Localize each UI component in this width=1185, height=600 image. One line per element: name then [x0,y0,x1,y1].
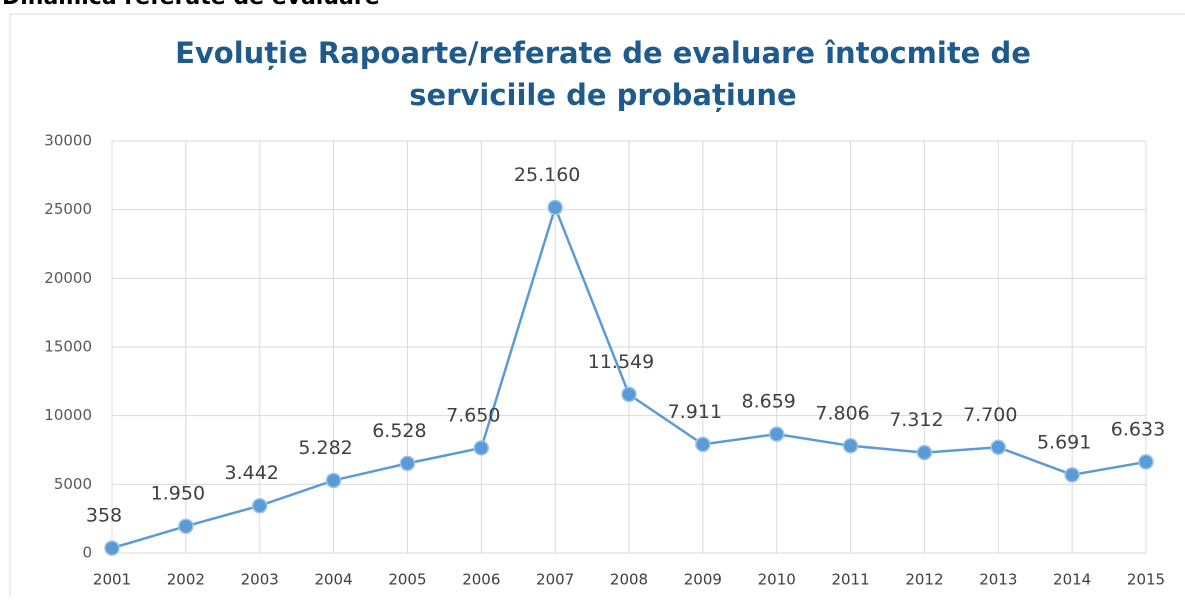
y-tick-label: 5000 [54,475,92,493]
x-tick-label: 2003 [241,571,279,589]
data-point [473,440,490,456]
data-point [251,497,268,514]
x-tick-label: 2010 [758,571,796,589]
data-point [768,426,785,442]
x-tick-label: 2015 [1127,571,1165,589]
x-tick-label: 2005 [388,571,426,589]
y-tick-label: 25000 [44,200,92,218]
data-point [547,199,563,216]
data-point [1064,467,1080,483]
x-tick-label: 2004 [314,571,352,589]
data-point [325,472,342,489]
data-label: 6.528 [372,420,426,442]
y-tick-label: 0 [82,544,92,562]
x-tick-label: 2002 [167,571,205,589]
data-label: 5.691 [1037,431,1091,453]
data-label: 5.282 [298,437,352,459]
data-label: 7.806 [815,402,869,424]
x-tick-label: 2001 [93,571,131,589]
chart-frame [9,13,1185,600]
data-label: 358 [86,505,122,527]
x-tick-label: 2006 [462,571,500,589]
x-tick-label: 2007 [536,571,574,589]
data-label: 7.312 [889,409,943,431]
page-heading: Dinamica referate de evaluare [2,0,380,10]
data-label: 25.160 [514,164,580,186]
data-point [1138,454,1154,470]
chart-title: serviciile de probațiune [409,78,796,112]
data-label: 8.659 [742,391,796,413]
data-point [695,436,711,453]
data-label: 1.950 [151,483,205,505]
x-tick-label: 2009 [684,571,722,589]
y-tick-label: 20000 [44,269,92,287]
x-tick-label: 2012 [905,571,943,589]
data-point [399,455,416,472]
x-tick-label: 2008 [610,571,648,589]
x-tick-label: 2014 [1053,571,1091,589]
x-tick-label: 2013 [979,571,1017,589]
data-label: 7.911 [668,401,722,423]
data-point [990,439,1007,456]
data-point [178,518,194,534]
chart-title: Evoluție Rapoarte/referate de evaluare î… [175,36,1031,70]
x-tick-label: 2011 [831,571,869,589]
y-tick-label: 10000 [44,406,92,424]
data-point [916,444,933,461]
data-label: 7.700 [963,404,1017,426]
data-point [842,438,859,454]
data-label: 11.549 [588,351,654,373]
data-label: 7.650 [446,404,500,426]
data-point [621,386,637,403]
y-tick-label: 15000 [44,338,92,356]
data-label: 6.633 [1111,418,1165,440]
data-label: 3.442 [225,462,279,484]
y-tick-label: 30000 [44,132,92,150]
data-point [104,540,120,556]
